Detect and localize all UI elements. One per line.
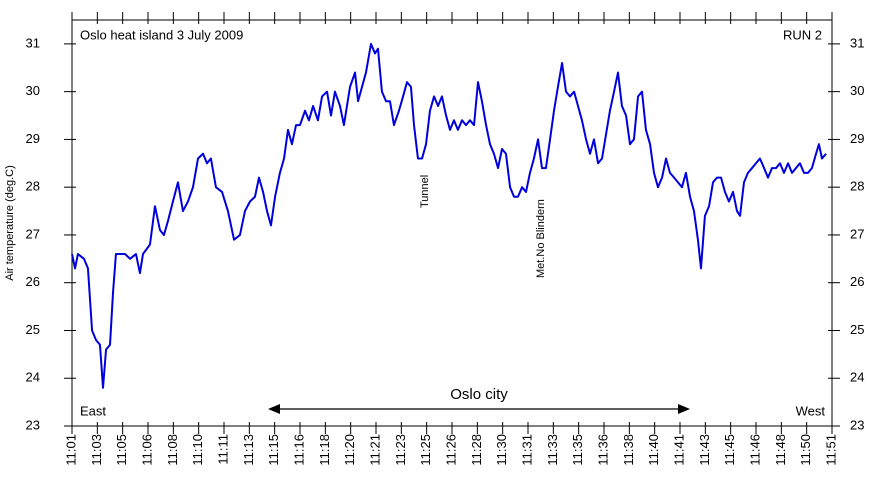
x-tick-label: 11:26 (443, 434, 458, 466)
annotation: Met.No Blindern (535, 199, 547, 278)
x-tick-label: 11:01 (63, 434, 78, 466)
x-tick-label: 11:38 (621, 434, 636, 466)
chart-title: Oslo heat island 3 July 2009 (80, 27, 243, 42)
x-tick-label: 11:05 (114, 434, 129, 466)
y-tick-label: 27 (26, 226, 40, 241)
x-tick-label: 11:11 (215, 434, 230, 465)
y-axis-label: Air temperature (deg.C) (4, 165, 16, 281)
run-label: RUN 2 (783, 27, 822, 42)
x-tick-label: 11:43 (697, 434, 712, 466)
y-tick-label: 25 (26, 322, 40, 337)
x-tick-label: 11:20 (342, 434, 357, 466)
y2-tick-label: 30 (850, 83, 864, 98)
city-arrow (268, 404, 690, 414)
annotation: Tunnel (419, 175, 431, 208)
x-tick-label: 11:46 (747, 434, 762, 466)
x-tick-label: 11:13 (241, 434, 256, 466)
x-tick-label: 11:35 (570, 434, 585, 466)
y2-tick-label: 23 (850, 417, 864, 432)
x-tick-label: 11:41 (671, 434, 686, 466)
y2-tick-label: 26 (850, 274, 864, 289)
annotation: West (796, 403, 826, 418)
x-tick-label: 11:36 (595, 434, 610, 466)
y-tick-label: 23 (26, 417, 40, 432)
x-tick-label: 11:45 (722, 434, 737, 466)
temperature-line (71, 42, 827, 389)
y2-tick-label: 25 (850, 322, 864, 337)
y-tick-label: 30 (26, 83, 40, 98)
y2-tick-label: 27 (850, 226, 864, 241)
y-tick-label: 29 (26, 131, 40, 146)
annotation: East (80, 403, 106, 418)
x-tick-label: 11:16 (291, 434, 306, 466)
x-tick-label: 11:21 (367, 434, 382, 466)
y2-tick-label: 29 (850, 131, 864, 146)
x-tick-label: 11:25 (418, 434, 433, 466)
y-tick-label: 26 (26, 274, 40, 289)
plot-frame (71, 19, 833, 427)
x-tick-label: 11:18 (317, 434, 332, 466)
x-tick-label: 11:10 (190, 434, 205, 466)
y-tick-label: 31 (26, 35, 40, 50)
y2-tick-label: 28 (850, 179, 864, 194)
y-tick-label: 24 (26, 370, 40, 385)
x-tick-label: 11:08 (165, 434, 180, 466)
x-tick-label: 11:30 (494, 434, 509, 466)
x-tick-label: 11:51 (823, 434, 838, 466)
x-tick-label: 11:28 (469, 434, 484, 466)
y2-tick-label: 24 (850, 370, 864, 385)
annotation: Oslo city (450, 386, 508, 403)
x-tick-label: 11:06 (139, 434, 154, 466)
x-tick-label: 11:15 (266, 434, 281, 466)
y2-tick-label: 31 (850, 35, 864, 50)
x-tick-label: 11:33 (545, 434, 560, 466)
x-tick-label: 11:50 (798, 434, 813, 466)
x-tick-label: 11:48 (773, 434, 788, 466)
x-tick-label: 11:31 (519, 434, 534, 466)
y-tick-label: 28 (26, 179, 40, 194)
x-tick-label: 11:23 (393, 434, 408, 466)
x-tick-label: 11:03 (89, 434, 104, 466)
x-tick-label: 11:40 (646, 434, 661, 466)
